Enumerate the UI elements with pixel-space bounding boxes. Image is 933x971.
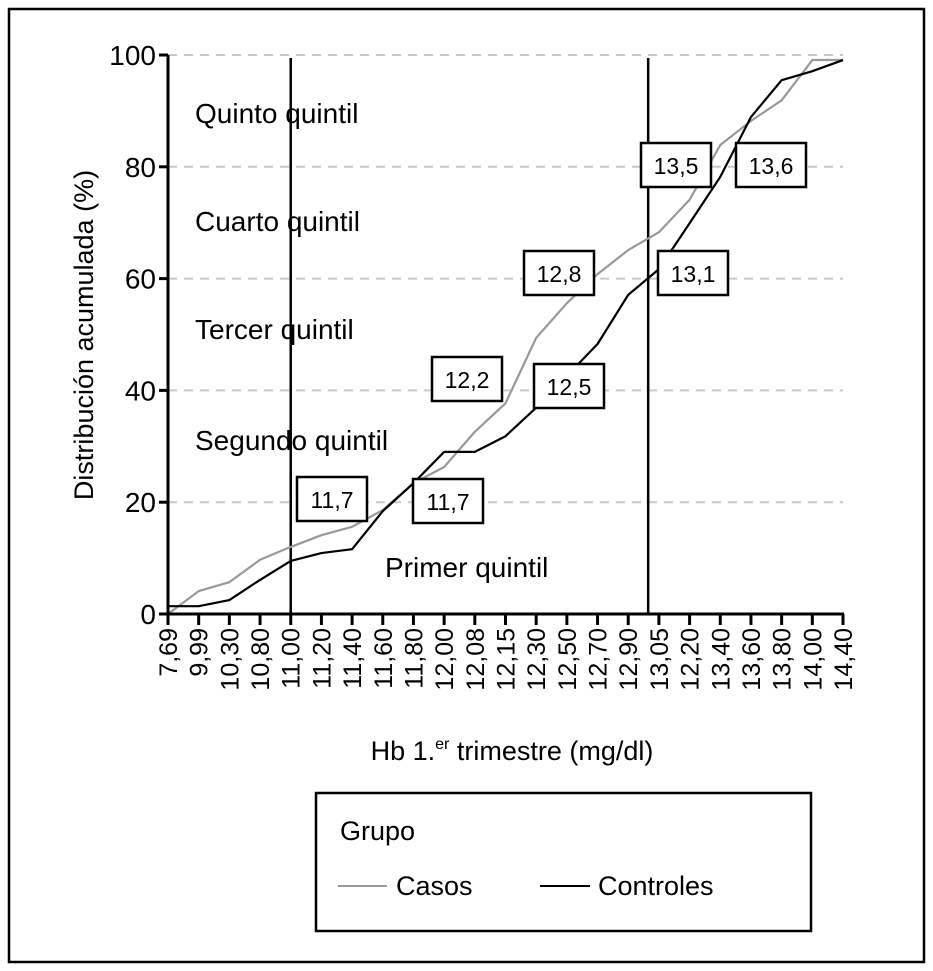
legend-label-controles: Controles xyxy=(598,871,714,901)
y-axis-title: Distribución acumulada (%) xyxy=(69,170,99,500)
x-tick-label: 11,20 xyxy=(308,628,336,689)
x-tick-label: 11,60 xyxy=(370,628,398,689)
x-tick-label: 7,69 xyxy=(155,628,183,677)
annotation-box xyxy=(532,362,606,410)
x-tick-label: 13,80 xyxy=(769,628,797,691)
annotation-label: 12,8 xyxy=(537,261,582,287)
x-tick-label: 14,00 xyxy=(799,628,827,691)
annotation-box xyxy=(430,355,504,403)
x-tick-label: 11,00 xyxy=(278,628,306,689)
annotation-box xyxy=(656,249,730,297)
x-tick-label: 10,30 xyxy=(216,628,244,691)
legend-box xyxy=(314,791,813,933)
x-tick-label: 11,80 xyxy=(400,628,428,689)
x-axis-title-sup: er xyxy=(435,736,450,753)
y-tick-label: 0 xyxy=(140,599,156,630)
x-tick-label: 13,05 xyxy=(646,628,674,691)
annotation-label: 13,6 xyxy=(749,153,794,179)
y-tick-label: 80 xyxy=(125,152,156,183)
series-line-casos xyxy=(167,58,843,615)
x-tick-label: 11,40 xyxy=(339,628,367,689)
x-tick-label: 12,00 xyxy=(431,628,459,691)
y-ticks: 0 20 40 60 80 100 xyxy=(109,40,168,630)
annotation-box xyxy=(639,141,713,189)
x-tick-label: 12,30 xyxy=(523,628,551,691)
legend: Grupo Casos Controles xyxy=(314,791,813,933)
legend-label-casos: Casos xyxy=(396,871,473,901)
annotation-label: 11,7 xyxy=(426,489,469,515)
gridlines xyxy=(168,54,843,504)
x-tick-label: 9,99 xyxy=(186,628,214,677)
annotation-box xyxy=(295,475,369,523)
x-axis-title-main: Hb 1. xyxy=(371,736,436,766)
annotation-box xyxy=(734,141,808,189)
x-tick-label: 12,15 xyxy=(493,628,521,691)
annotation-boxes: 11,7 11,7 12,2 12,8 12,5 13,5 13,6 13,1 xyxy=(295,141,808,525)
x-axis-title-rest: trimestre (mg/dl) xyxy=(449,736,653,766)
x-tick-label: 10,80 xyxy=(247,628,275,691)
annotation-label: 13,5 xyxy=(654,153,699,179)
y-tick-label: 100 xyxy=(109,40,156,71)
x-tick-label: 13,40 xyxy=(707,628,735,691)
x-ticks: 7,69 9,99 10,30 10,80 11,00 11,20 11,40 11,60 11… xyxy=(155,614,858,691)
series-lines xyxy=(167,58,844,615)
y-tick-label: 40 xyxy=(125,375,156,406)
series-line-controles xyxy=(168,58,844,608)
annotation-label: 12,2 xyxy=(445,367,490,393)
x-tick-label: 12,50 xyxy=(554,628,582,691)
region-label-segundo: Segundo quintil xyxy=(195,425,388,456)
x-tick-label: 12,20 xyxy=(677,628,705,691)
region-label-quinto: Quinto quintil xyxy=(195,98,358,129)
y-tick-label: 60 xyxy=(125,264,156,295)
legend-title: Grupo xyxy=(340,816,415,846)
x-tick-label: 14,40 xyxy=(830,628,858,691)
annotation-label: 12,5 xyxy=(547,374,592,400)
annotation-box xyxy=(411,477,485,525)
region-labels: Quinto quintil Cuarto quintil Tercer qui… xyxy=(195,98,548,583)
x-tick-label: 12,70 xyxy=(585,628,613,691)
annotation-label: 11,7 xyxy=(310,487,353,513)
annotation-box xyxy=(522,249,596,297)
annotation-label: 13,1 xyxy=(671,261,716,287)
x-tick-label: 12,08 xyxy=(462,628,490,691)
x-tick-label: 12,90 xyxy=(615,628,643,691)
x-axis-title: Hb 1.er trimestre (mg/dl) xyxy=(371,736,654,766)
y-tick-label: 20 xyxy=(125,487,156,518)
x-tick-label: 13,60 xyxy=(738,628,766,691)
region-label-primer: Primer quintil xyxy=(385,552,548,583)
region-label-tercer: Tercer quintil xyxy=(195,314,354,345)
region-label-cuarto: Cuarto quintil xyxy=(195,206,360,237)
